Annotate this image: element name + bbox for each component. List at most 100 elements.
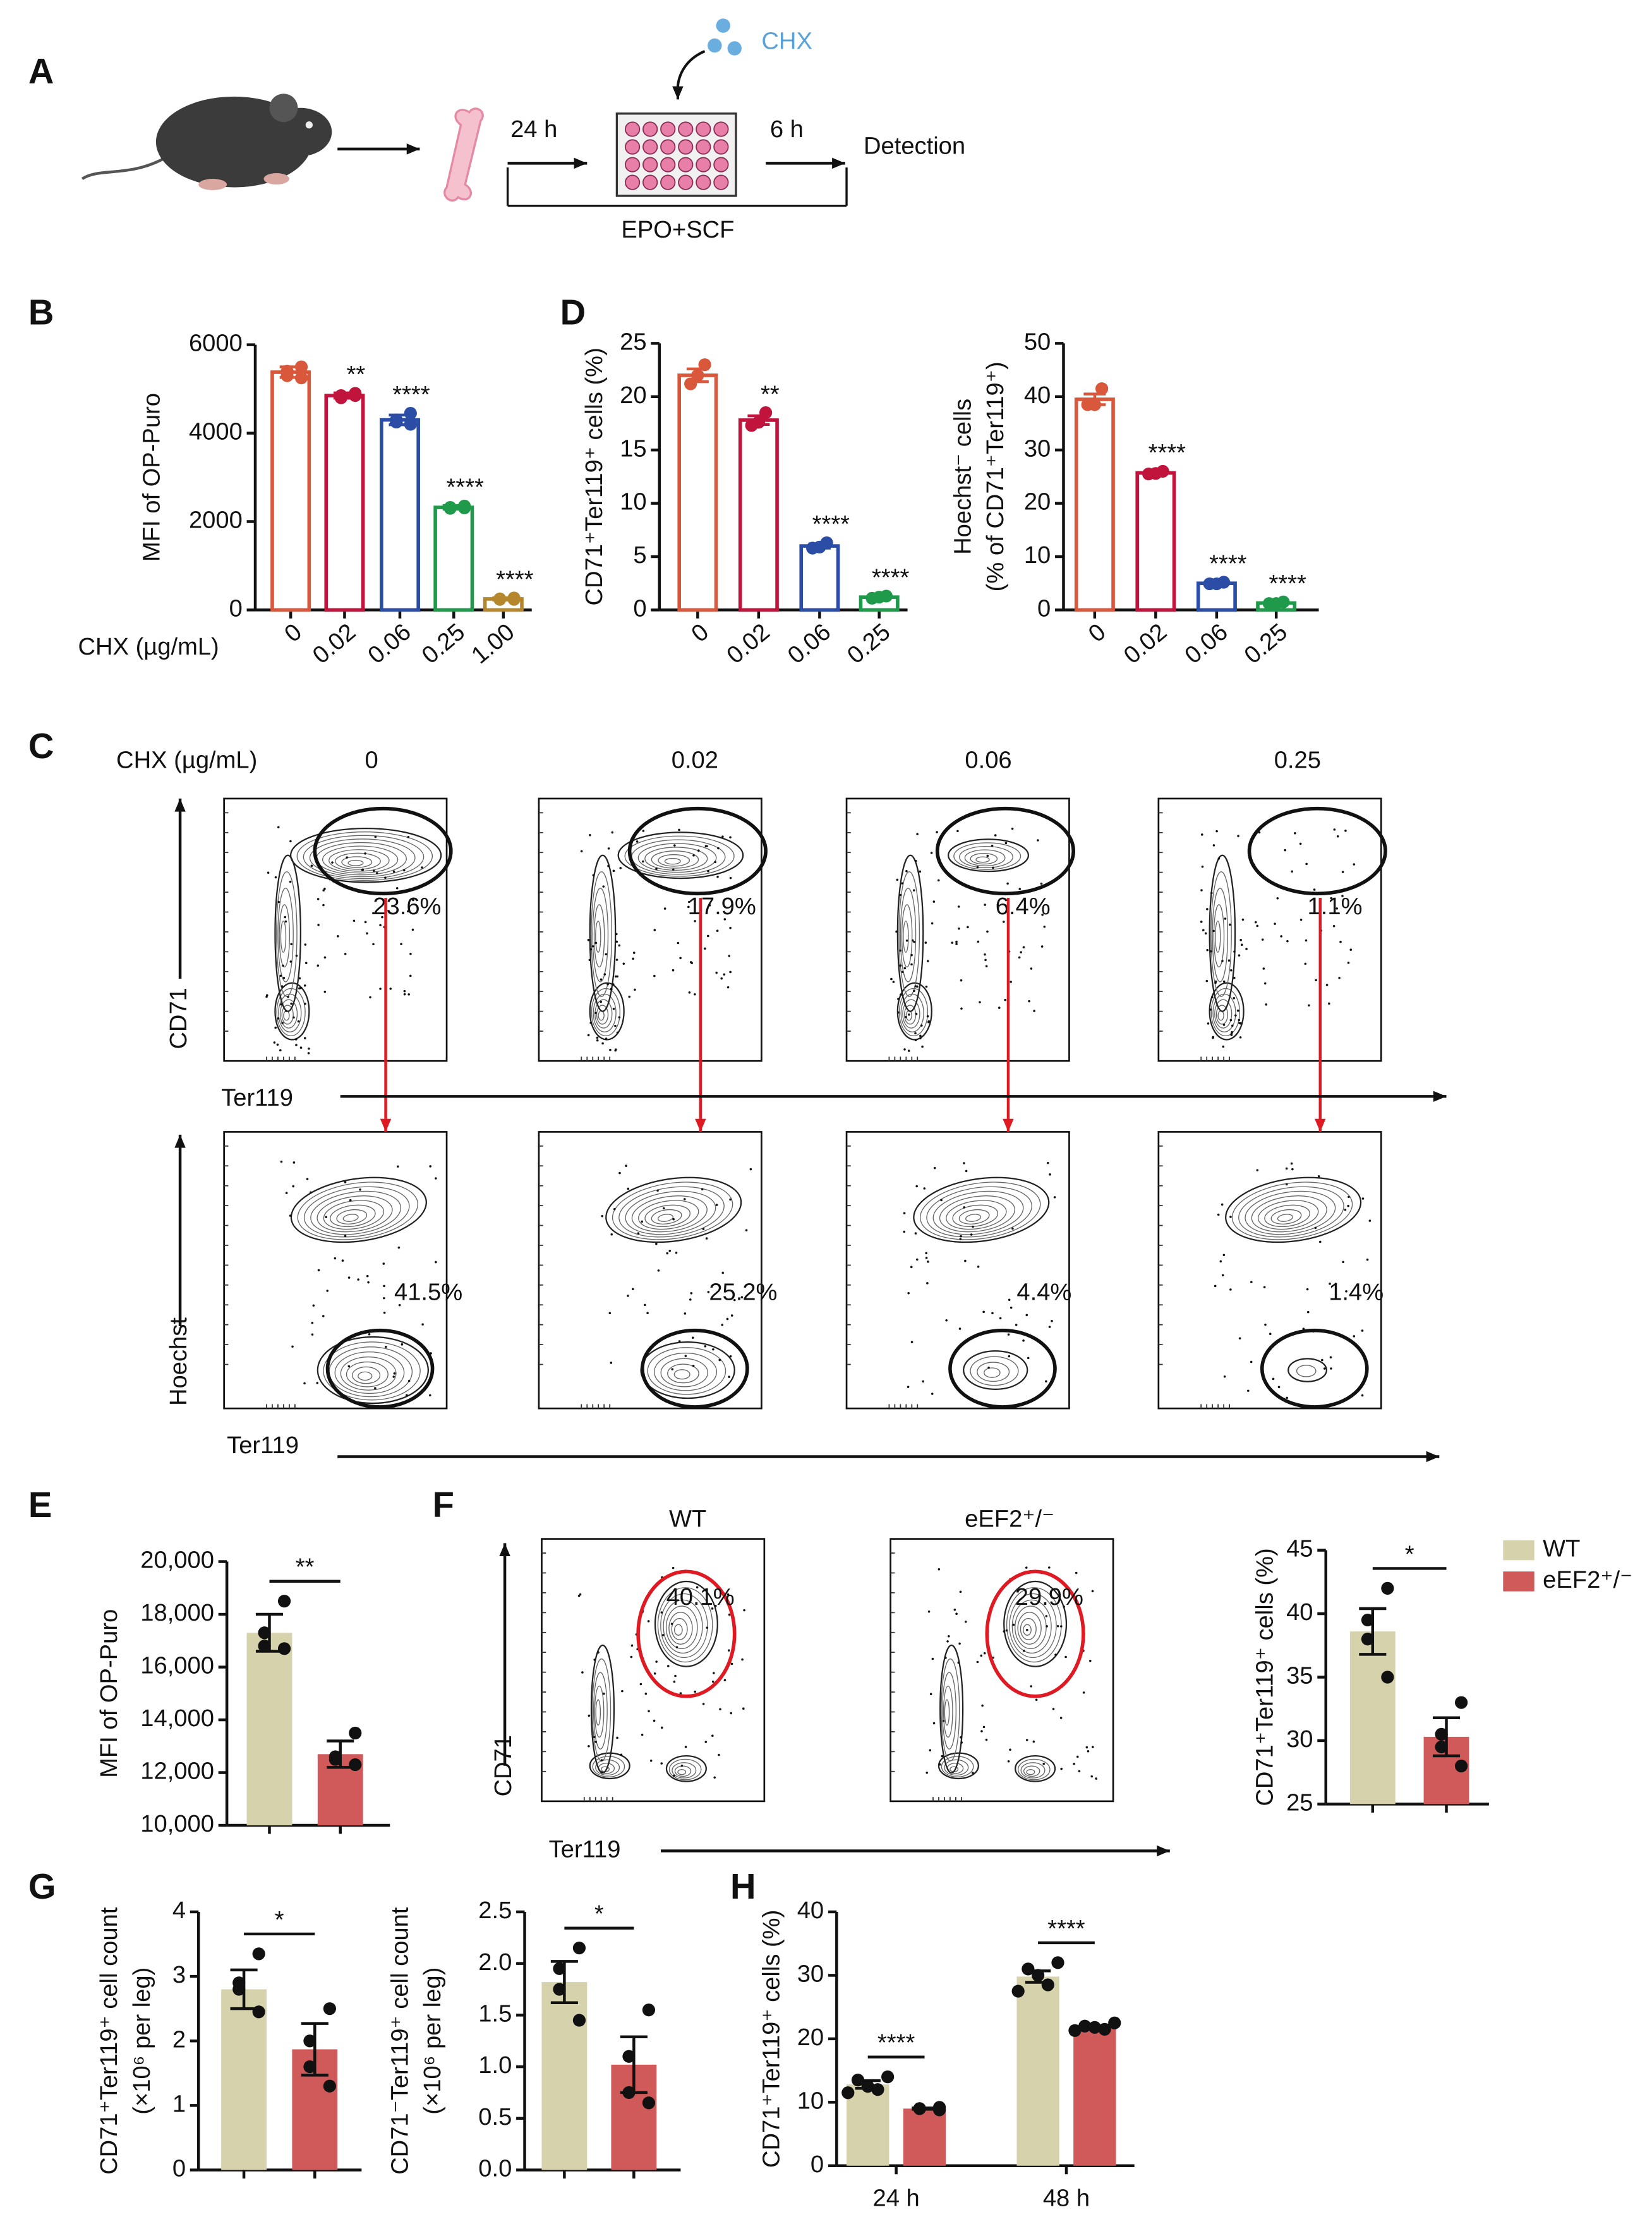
event-dot [692,1365,695,1367]
contour [672,1762,697,1779]
event-dot [421,1323,424,1326]
event-dot [588,1744,590,1748]
panel-label: D [560,292,586,332]
contour [660,1358,708,1387]
arrow-head [1433,1091,1447,1103]
gate [948,1328,1057,1409]
event-dot [919,870,922,873]
contour [323,1200,385,1230]
event-dot [711,1607,714,1610]
data-point [865,591,879,605]
event-dot [608,1312,612,1315]
data-point [1203,577,1216,591]
event-dot [955,943,958,945]
axis-label: Ter119 [221,1084,293,1111]
event-dot [723,973,726,976]
contour [939,1644,964,1774]
event-dot [646,1312,649,1315]
contour [660,1593,708,1659]
percentage-label: 25.2% [709,1278,777,1305]
event-dot [632,957,634,960]
event-dot [310,864,313,867]
contour [595,1699,601,1726]
event-dot [1210,996,1214,999]
event-dot [956,830,959,833]
event-dot [1329,1356,1332,1359]
significance-label: **** [1047,1915,1085,1942]
bar [738,418,779,612]
event-dot [1280,935,1282,938]
event-dot [1328,1002,1330,1005]
event-dot [1040,882,1043,885]
event-dot [749,1168,752,1171]
event-dot [369,996,371,999]
contour [946,1200,1007,1230]
event-dot [1256,924,1259,928]
event-dot [1305,862,1308,866]
event-dot [407,993,410,996]
event-dot [1265,1003,1267,1006]
contour [595,1759,620,1776]
y-tick-label: 16,000 [140,1652,214,1679]
data-point [252,2005,265,2019]
event-dot [958,1327,962,1330]
event-dot [602,885,605,888]
event-dot [277,1017,280,1020]
event-dot [915,1258,919,1261]
event-dot [719,1708,721,1711]
event-dot [1241,943,1243,946]
x-tick-label: 0.02 [308,618,361,669]
data-point [642,2003,656,2017]
panel-label: C [28,726,54,766]
event-dot [409,952,412,955]
event-dot [673,844,676,847]
event-dot [1299,919,1303,921]
event-dot [382,1262,385,1265]
event-dot [383,1296,385,1300]
event-dot [1078,1770,1081,1773]
event-dot [304,962,308,965]
event-dot [294,1038,298,1041]
plot-frame [538,797,763,1062]
contour [668,1612,693,1645]
event-dot [620,1753,623,1756]
event-dot [1027,1357,1030,1360]
contour [336,1209,368,1225]
event-dot [1345,1290,1348,1293]
event-dot [1290,1162,1293,1165]
y-tick-label: 20 [797,2024,824,2051]
data-point [932,2103,946,2117]
significance-label: **** [392,381,430,408]
gate [627,806,768,896]
event-dot [694,993,696,996]
data-point [443,502,457,515]
event-dot [660,1726,663,1729]
event-dot [1051,1320,1053,1322]
event-dot [379,988,382,990]
event-dot [372,943,375,946]
event-dot [1202,929,1205,932]
event-dot [692,854,695,857]
event-dot [630,1655,633,1659]
data-point [458,501,471,514]
event-dot [980,1730,983,1732]
event-dot [1008,1355,1011,1358]
contour [277,888,294,982]
event-dot [1291,1168,1294,1171]
bar [380,418,420,612]
event-dot [932,900,936,903]
event-dot [647,1620,650,1623]
time-label: 6 h [770,116,804,143]
contour [939,1195,1015,1233]
event-dot [984,904,986,906]
event-dot [1229,923,1231,926]
event-dot [972,1772,974,1774]
contour [673,1624,683,1636]
contour [631,1195,708,1233]
arrow-head [1426,1451,1440,1463]
event-dot [982,1725,986,1729]
event-dot [284,920,287,923]
data-point [698,358,711,372]
event-dot [963,1206,966,1209]
